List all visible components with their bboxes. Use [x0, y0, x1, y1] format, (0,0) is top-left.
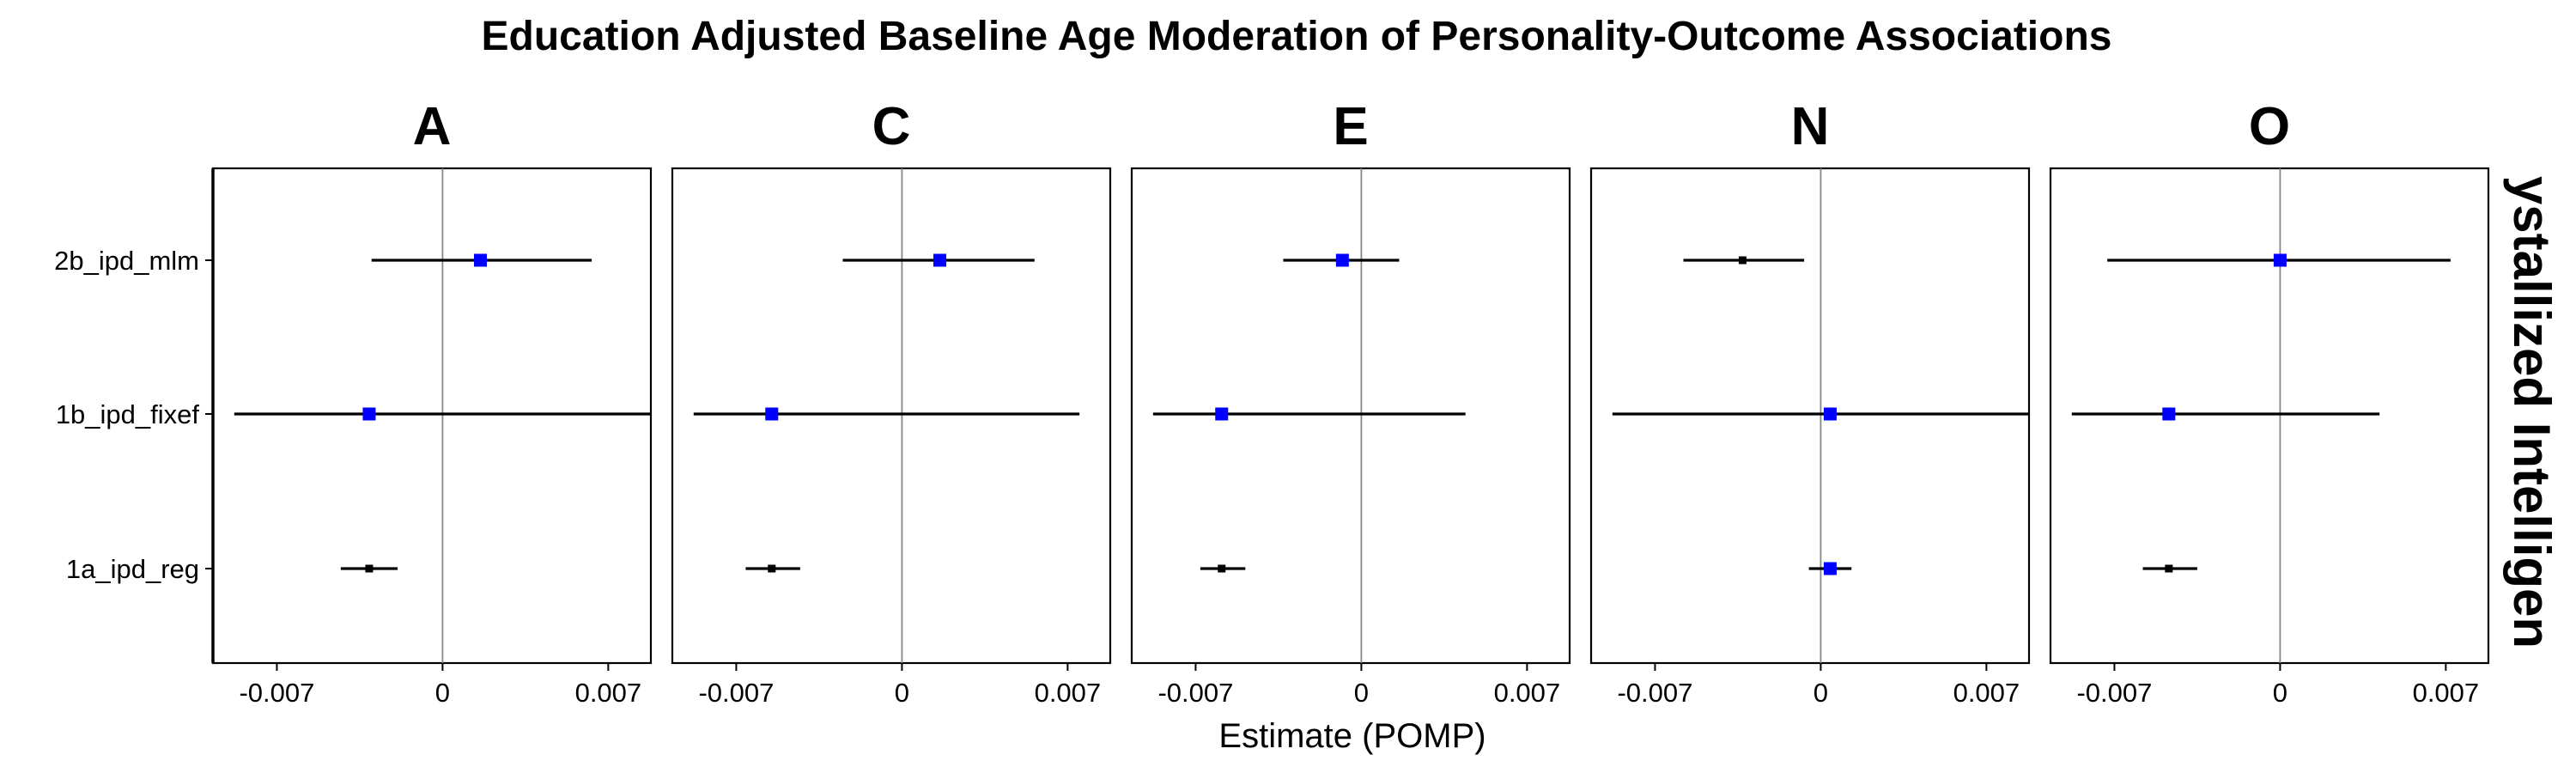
estimate-point: [933, 253, 947, 267]
estimate-point: [1215, 407, 1229, 421]
estimate-point: [768, 564, 776, 573]
panel-n: N -0.007 0 0.007: [1589, 97, 2031, 708]
y-tick-label: 1b_ipd_fixef: [56, 399, 200, 429]
y-tick-label: 2b_ipd_mlm: [54, 246, 199, 276]
right-strip-label: ystallized Intelligen: [2503, 176, 2561, 648]
panel-label: C: [872, 97, 911, 156]
panel-frame: [1130, 167, 1571, 665]
estimate-point: [1823, 407, 1837, 421]
x-tick-label: 0.007: [1953, 678, 2020, 708]
panel-label: O: [2249, 97, 2290, 156]
x-tick-label: -0.007: [239, 678, 314, 708]
panel-frame: [671, 167, 1112, 665]
estimate-point: [1335, 253, 1349, 267]
x-tick-label: -0.007: [2076, 678, 2152, 708]
x-tick-label: -0.007: [1617, 678, 1692, 708]
x-tick-label: -0.007: [698, 678, 774, 708]
x-tick-label: 0: [2273, 678, 2287, 708]
estimate-point: [2165, 564, 2173, 573]
panel-frame: [1589, 167, 2031, 665]
panel-c: C -0.007 0 0.007: [671, 97, 1112, 708]
estimate-point: [2273, 253, 2287, 267]
chart-title: Education Adjusted Baseline Age Moderati…: [482, 14, 2112, 59]
x-tick-label: 0: [1354, 678, 1369, 708]
x-tick-label: 0.007: [575, 678, 642, 708]
estimate-point: [765, 407, 779, 421]
estimate-point: [1823, 562, 1837, 575]
estimate-point: [362, 407, 376, 421]
x-tick-label: 0: [1814, 678, 1828, 708]
x-tick-label: 0.007: [2413, 678, 2480, 708]
x-tick-label: 0: [895, 678, 909, 708]
panel-label: E: [1333, 97, 1368, 156]
x-tick-label: 0.007: [1035, 678, 1102, 708]
panel-frame: [2049, 167, 2490, 665]
panel-frame: [211, 167, 653, 665]
x-axis-title: Estimate (POMP): [1218, 717, 1485, 755]
x-tick-label: 0: [435, 678, 450, 708]
estimate-point: [2162, 407, 2176, 421]
panel-label: A: [413, 97, 452, 156]
y-tick-label: 1a_ipd_reg: [66, 554, 199, 584]
panel-e: E -0.007 0 0.007: [1130, 97, 1571, 708]
estimate-point: [1218, 564, 1226, 573]
x-tick-label: -0.007: [1157, 678, 1233, 708]
estimate-point: [1738, 256, 1747, 265]
panel-label: N: [1791, 97, 1830, 156]
estimate-point: [365, 564, 374, 573]
panel-o: O -0.007 0 0.007: [2049, 97, 2490, 708]
x-tick-label: 0.007: [1494, 678, 1561, 708]
estimate-point: [474, 253, 488, 267]
panel-a: A -0.007 0 0.007: [211, 97, 653, 708]
